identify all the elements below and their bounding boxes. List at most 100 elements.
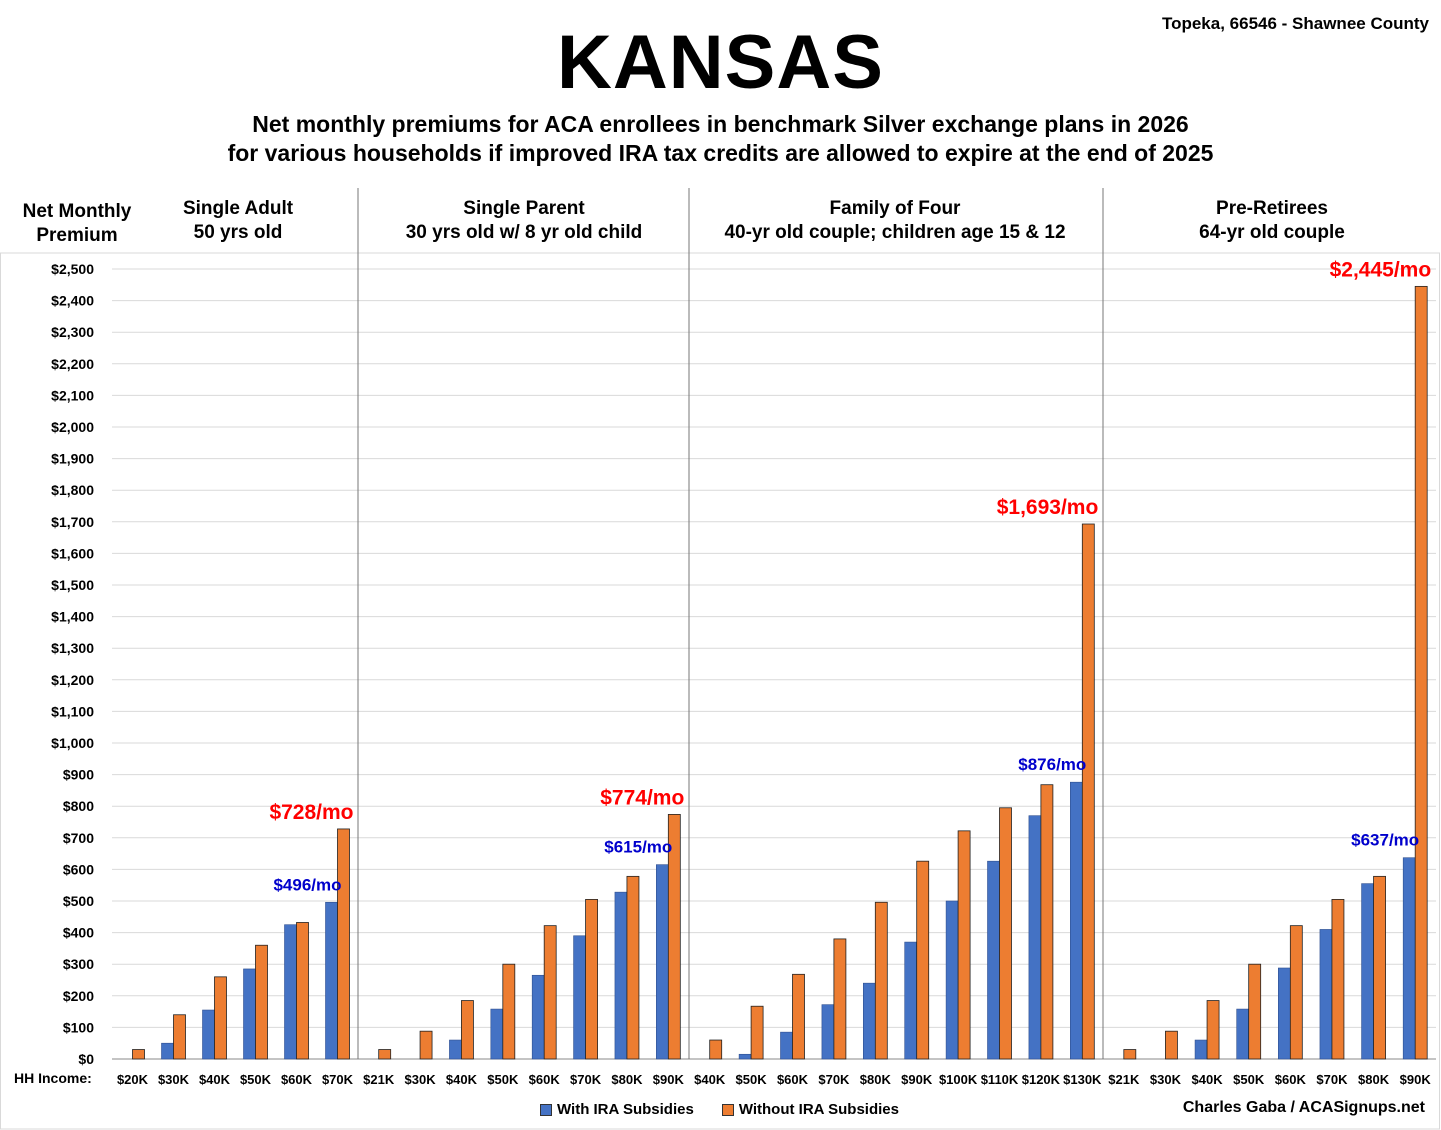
bar-with-ira [862, 982, 876, 1060]
bar-with-ira [325, 901, 338, 1060]
bar-with-ira [656, 864, 669, 1060]
y-tick-label: $300 [63, 956, 94, 972]
bar-with-ira [1028, 815, 1042, 1060]
x-tick-label: $130K [1063, 1072, 1102, 1087]
bar-without-ira [214, 976, 227, 1060]
x-tick-label: $20K [117, 1072, 149, 1087]
x-tick-label: $70K [1316, 1072, 1348, 1087]
annotation-with: $496/mo [273, 875, 341, 894]
x-tick-label: $60K [529, 1072, 561, 1087]
y-tick-label: $1,700 [51, 514, 94, 530]
bar-with-ira [780, 1031, 793, 1060]
bar-without-ira [585, 899, 598, 1060]
bar-with-ira [573, 935, 586, 1060]
x-tick-label: $50K [487, 1072, 519, 1087]
bar-with-ira [449, 1039, 462, 1060]
bar-without-ira [419, 1030, 433, 1060]
bar-with-ira [161, 1042, 174, 1060]
x-axis-prefix: HH Income: [14, 1070, 92, 1086]
group-title-line1: Family of Four [829, 198, 961, 219]
x-tick-label: $70K [322, 1072, 354, 1087]
bar-without-ira [1040, 784, 1054, 1060]
y-tick-label: $2,100 [51, 387, 94, 403]
y-tick-label: $1,800 [51, 482, 94, 498]
group-title-line1: Single Parent [463, 198, 585, 219]
bar-with-ira [1278, 967, 1291, 1060]
bar-without-ira [709, 1039, 723, 1060]
bar-without-ira [999, 807, 1012, 1060]
x-tick-label: $40K [446, 1072, 478, 1087]
bar-with-ira [1402, 857, 1416, 1060]
y-tick-label: $1,500 [51, 577, 94, 593]
bar-without-ira [916, 860, 930, 1060]
bar-without-ira [543, 925, 557, 1060]
group-title-line2: 64-yr old couple [1199, 222, 1345, 243]
bar-with-ira [490, 1008, 504, 1060]
y-tick-label: $2,000 [51, 419, 94, 435]
bar-without-ira [1165, 1030, 1178, 1060]
annotation-with: $876/mo [1018, 755, 1086, 774]
legend-swatch-without [721, 1103, 734, 1116]
y-tick-label: $500 [63, 893, 94, 909]
x-tick-label: $70K [818, 1072, 850, 1087]
bar-with-ira [1194, 1039, 1208, 1060]
y-tick-label: $800 [63, 798, 94, 814]
annotation-without: $774/mo [600, 786, 684, 809]
group-title-line1: Pre-Retirees [1216, 198, 1328, 219]
annotation-without: $728/mo [269, 801, 353, 824]
group-title-line2: 40-yr old couple; children age 15 & 12 [724, 222, 1066, 243]
x-tick-label: $60K [281, 1072, 313, 1087]
x-tick-label: $50K [736, 1072, 768, 1087]
legend-label-without: Without IRA Subsidies [738, 1101, 899, 1118]
y-tick-label: $1,900 [51, 451, 94, 467]
x-tick-label: $120K [1022, 1072, 1061, 1087]
y-axis-title: Net Monthly Premium [22, 201, 132, 246]
y-tick-label: $1,100 [51, 703, 94, 719]
y-tick-label: $2,200 [51, 356, 94, 372]
bar-with-ira [1319, 929, 1333, 1060]
bar-with-ira [1070, 781, 1083, 1060]
group-title-single-parent: Single Parent 30 yrs old w/ 8 yr old chi… [360, 197, 688, 245]
bar-with-ira [202, 1009, 215, 1060]
x-tick-label: $80K [611, 1072, 643, 1087]
bar-without-ira [378, 1049, 392, 1060]
bar-without-ira [337, 828, 350, 1060]
y-tick-label: $100 [63, 1019, 94, 1035]
y-tick-label: $0 [78, 1051, 94, 1067]
bar-without-ira [1373, 875, 1386, 1060]
x-tick-label: $21K [363, 1072, 395, 1087]
x-tick-label: $110K [981, 1072, 1019, 1087]
bar-with-ira [904, 941, 918, 1060]
bar-without-ira [1414, 285, 1428, 1060]
x-tick-label: $60K [1275, 1072, 1307, 1087]
y-tick-label: $2,500 [51, 261, 94, 277]
x-tick-label: $90K [1400, 1072, 1432, 1087]
bar-without-ira [1331, 899, 1345, 1060]
y-tick-label: $2,300 [51, 324, 94, 340]
credit-label: Charles Gaba / ACASignups.net [1182, 1099, 1425, 1116]
page-title: KANSAS [557, 20, 884, 105]
y-tick-label: $900 [63, 767, 94, 783]
bar-without-ira [750, 1005, 764, 1060]
group-title-line2: 30 yrs old w/ 8 yr old child [405, 222, 643, 243]
group-title-family-of-four: Family of Four 40-yr old couple; childre… [690, 197, 1100, 245]
y-tick-label: $700 [63, 830, 94, 846]
bar-without-ira [667, 814, 681, 1060]
x-tick-label: $40K [694, 1072, 726, 1087]
bar-without-ira [173, 1014, 186, 1060]
bar-with-ira [1236, 1008, 1249, 1060]
bar-with-ira [243, 968, 256, 1060]
group-title-line2: 50 yrs old [193, 222, 283, 243]
x-tick-label: $50K [1233, 1072, 1265, 1087]
x-tick-label: $40K [199, 1072, 231, 1087]
y-tick-label: $200 [63, 988, 94, 1004]
x-tick-label: $60K [777, 1072, 809, 1087]
group-title-line1: Single Adult [182, 198, 294, 219]
annotation-with: $615/mo [604, 838, 672, 857]
y-tick-label: $1,400 [51, 609, 94, 625]
legend-swatch-with [540, 1103, 552, 1116]
bar-without-ira [461, 1000, 474, 1060]
x-tick-label: $30K [158, 1072, 190, 1087]
bar-without-ira [502, 963, 516, 1060]
